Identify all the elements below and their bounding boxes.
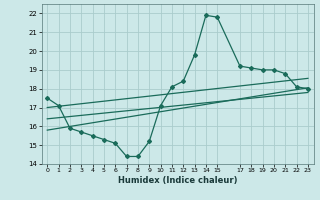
X-axis label: Humidex (Indice chaleur): Humidex (Indice chaleur) (118, 176, 237, 185)
